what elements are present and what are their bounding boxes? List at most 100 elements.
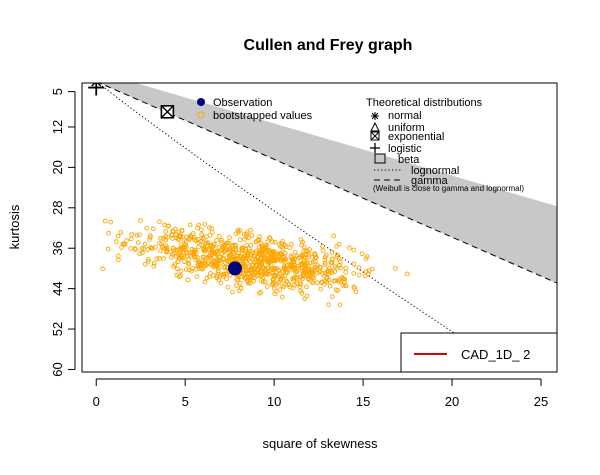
bootstrap-point xyxy=(273,250,279,256)
bootstrap-point xyxy=(272,265,277,271)
bootstrap-point xyxy=(331,233,336,239)
bootstrap-point xyxy=(196,222,202,228)
bootstrap-point xyxy=(189,268,194,274)
bootstrap-point xyxy=(174,266,180,272)
bootstrap-point xyxy=(272,272,278,278)
bootstrap-point xyxy=(190,231,196,236)
bootstrap-point xyxy=(180,247,186,253)
x-tick-label: 20 xyxy=(445,394,459,409)
bootstrap-point xyxy=(341,280,347,285)
bootstrap-point xyxy=(196,240,201,245)
bootstrap-point xyxy=(221,264,227,270)
bootstrap-point xyxy=(325,269,330,275)
bootstrap-point xyxy=(294,276,300,281)
bootstrap-point xyxy=(247,266,253,272)
bootstrap-point xyxy=(211,260,217,266)
bootstrap-point xyxy=(290,257,296,263)
bootstrap-point xyxy=(195,225,200,231)
bootstrap-point xyxy=(292,262,297,268)
bootstrap-point xyxy=(194,274,200,280)
bootstrap-point xyxy=(193,249,199,255)
x-tick-label: 25 xyxy=(534,394,548,409)
bootstrap-point xyxy=(301,244,307,250)
bootstrap-point xyxy=(292,249,298,255)
bootstrap-point xyxy=(339,274,345,280)
bootstrap-point xyxy=(313,264,318,270)
bootstrap-point xyxy=(202,222,208,227)
bootstrap-point xyxy=(184,254,189,259)
bootstrap-point xyxy=(154,256,160,262)
bootstrap-point xyxy=(242,275,248,281)
bootstrap-point xyxy=(148,234,153,240)
bootstrap-point xyxy=(186,267,192,273)
bootstrap-point xyxy=(108,219,114,225)
bootstrap-point xyxy=(299,261,305,266)
bootstrap-point xyxy=(264,284,270,289)
bootstrap-point xyxy=(248,269,254,275)
bootstrap-point xyxy=(270,239,275,245)
bootstrap-point xyxy=(326,302,331,308)
bootstrap-point xyxy=(322,257,328,263)
bootstrap-point xyxy=(326,277,332,283)
bootstrap-point xyxy=(199,227,204,233)
bootstrap-point xyxy=(309,271,315,277)
normal-marker xyxy=(96,83,102,87)
bootstrap-point xyxy=(169,232,175,237)
bootstrap-point xyxy=(277,287,283,293)
bootstrap-point xyxy=(151,263,157,269)
bootstrap-point xyxy=(276,268,282,274)
bootstrap-point xyxy=(244,230,250,235)
bootstrap-point xyxy=(229,254,234,260)
bootstrap-point xyxy=(261,246,267,252)
bootstrap-point xyxy=(282,250,288,256)
bootstrap-point xyxy=(318,286,323,292)
bootstrap-point xyxy=(322,271,328,276)
bootstrap-point xyxy=(288,264,294,270)
bootstrap-point xyxy=(338,265,344,271)
bootstrap-point xyxy=(151,261,157,266)
exponential-marker xyxy=(160,105,174,119)
bootstrap-point xyxy=(237,237,243,243)
bootstrap-point xyxy=(304,293,310,299)
bootstrap-point xyxy=(260,244,266,249)
bootstrap-point xyxy=(186,257,192,263)
bootstrap-point xyxy=(142,241,148,247)
bootstrap-point xyxy=(310,254,315,260)
bootstrap-point xyxy=(312,265,318,271)
legend-theo-title: Theoretical distributions xyxy=(366,97,483,109)
bootstrap-point xyxy=(178,233,184,239)
bootstrap-point xyxy=(302,296,307,302)
bootstrap-point xyxy=(196,244,201,250)
bootstrap-point xyxy=(297,284,303,290)
bootstrap-point xyxy=(281,257,287,262)
bootstrap-point xyxy=(272,239,278,245)
bootstrap-point xyxy=(185,277,191,283)
legend-uniform-symbol xyxy=(370,121,380,132)
x-tick-label: 15 xyxy=(356,394,370,409)
bootstrap-point xyxy=(132,247,138,252)
bootstrap-point xyxy=(264,272,270,277)
bootstrap-point xyxy=(267,235,272,240)
bootstrap-point xyxy=(337,279,342,285)
bootstrap-point xyxy=(178,273,183,279)
bootstrap-point xyxy=(195,255,200,260)
bootstrap-point xyxy=(145,259,151,264)
bootstrap-point xyxy=(334,252,340,258)
y-tick-label: 60 xyxy=(50,362,65,376)
bootstrap-point xyxy=(262,256,267,262)
bootstrap-point xyxy=(393,266,398,271)
bootstrap-point xyxy=(322,260,328,266)
bootstrap-point xyxy=(150,226,156,232)
bootstrap-point xyxy=(262,279,268,285)
beta-region xyxy=(99,83,557,284)
bootstrap-point xyxy=(158,235,163,241)
legend-weibull-note: (Weibull is close to gamma and lognormal… xyxy=(373,184,524,193)
bootstrap-point xyxy=(258,289,264,295)
bootstrap-point xyxy=(201,236,206,242)
bootstrap-point xyxy=(299,291,305,296)
y-tick-label: 36 xyxy=(50,241,65,255)
bootstrap-point xyxy=(248,277,253,282)
bootstrap-point xyxy=(214,263,220,269)
bootstrap-point xyxy=(250,262,256,267)
bootstrap-point xyxy=(182,237,187,243)
